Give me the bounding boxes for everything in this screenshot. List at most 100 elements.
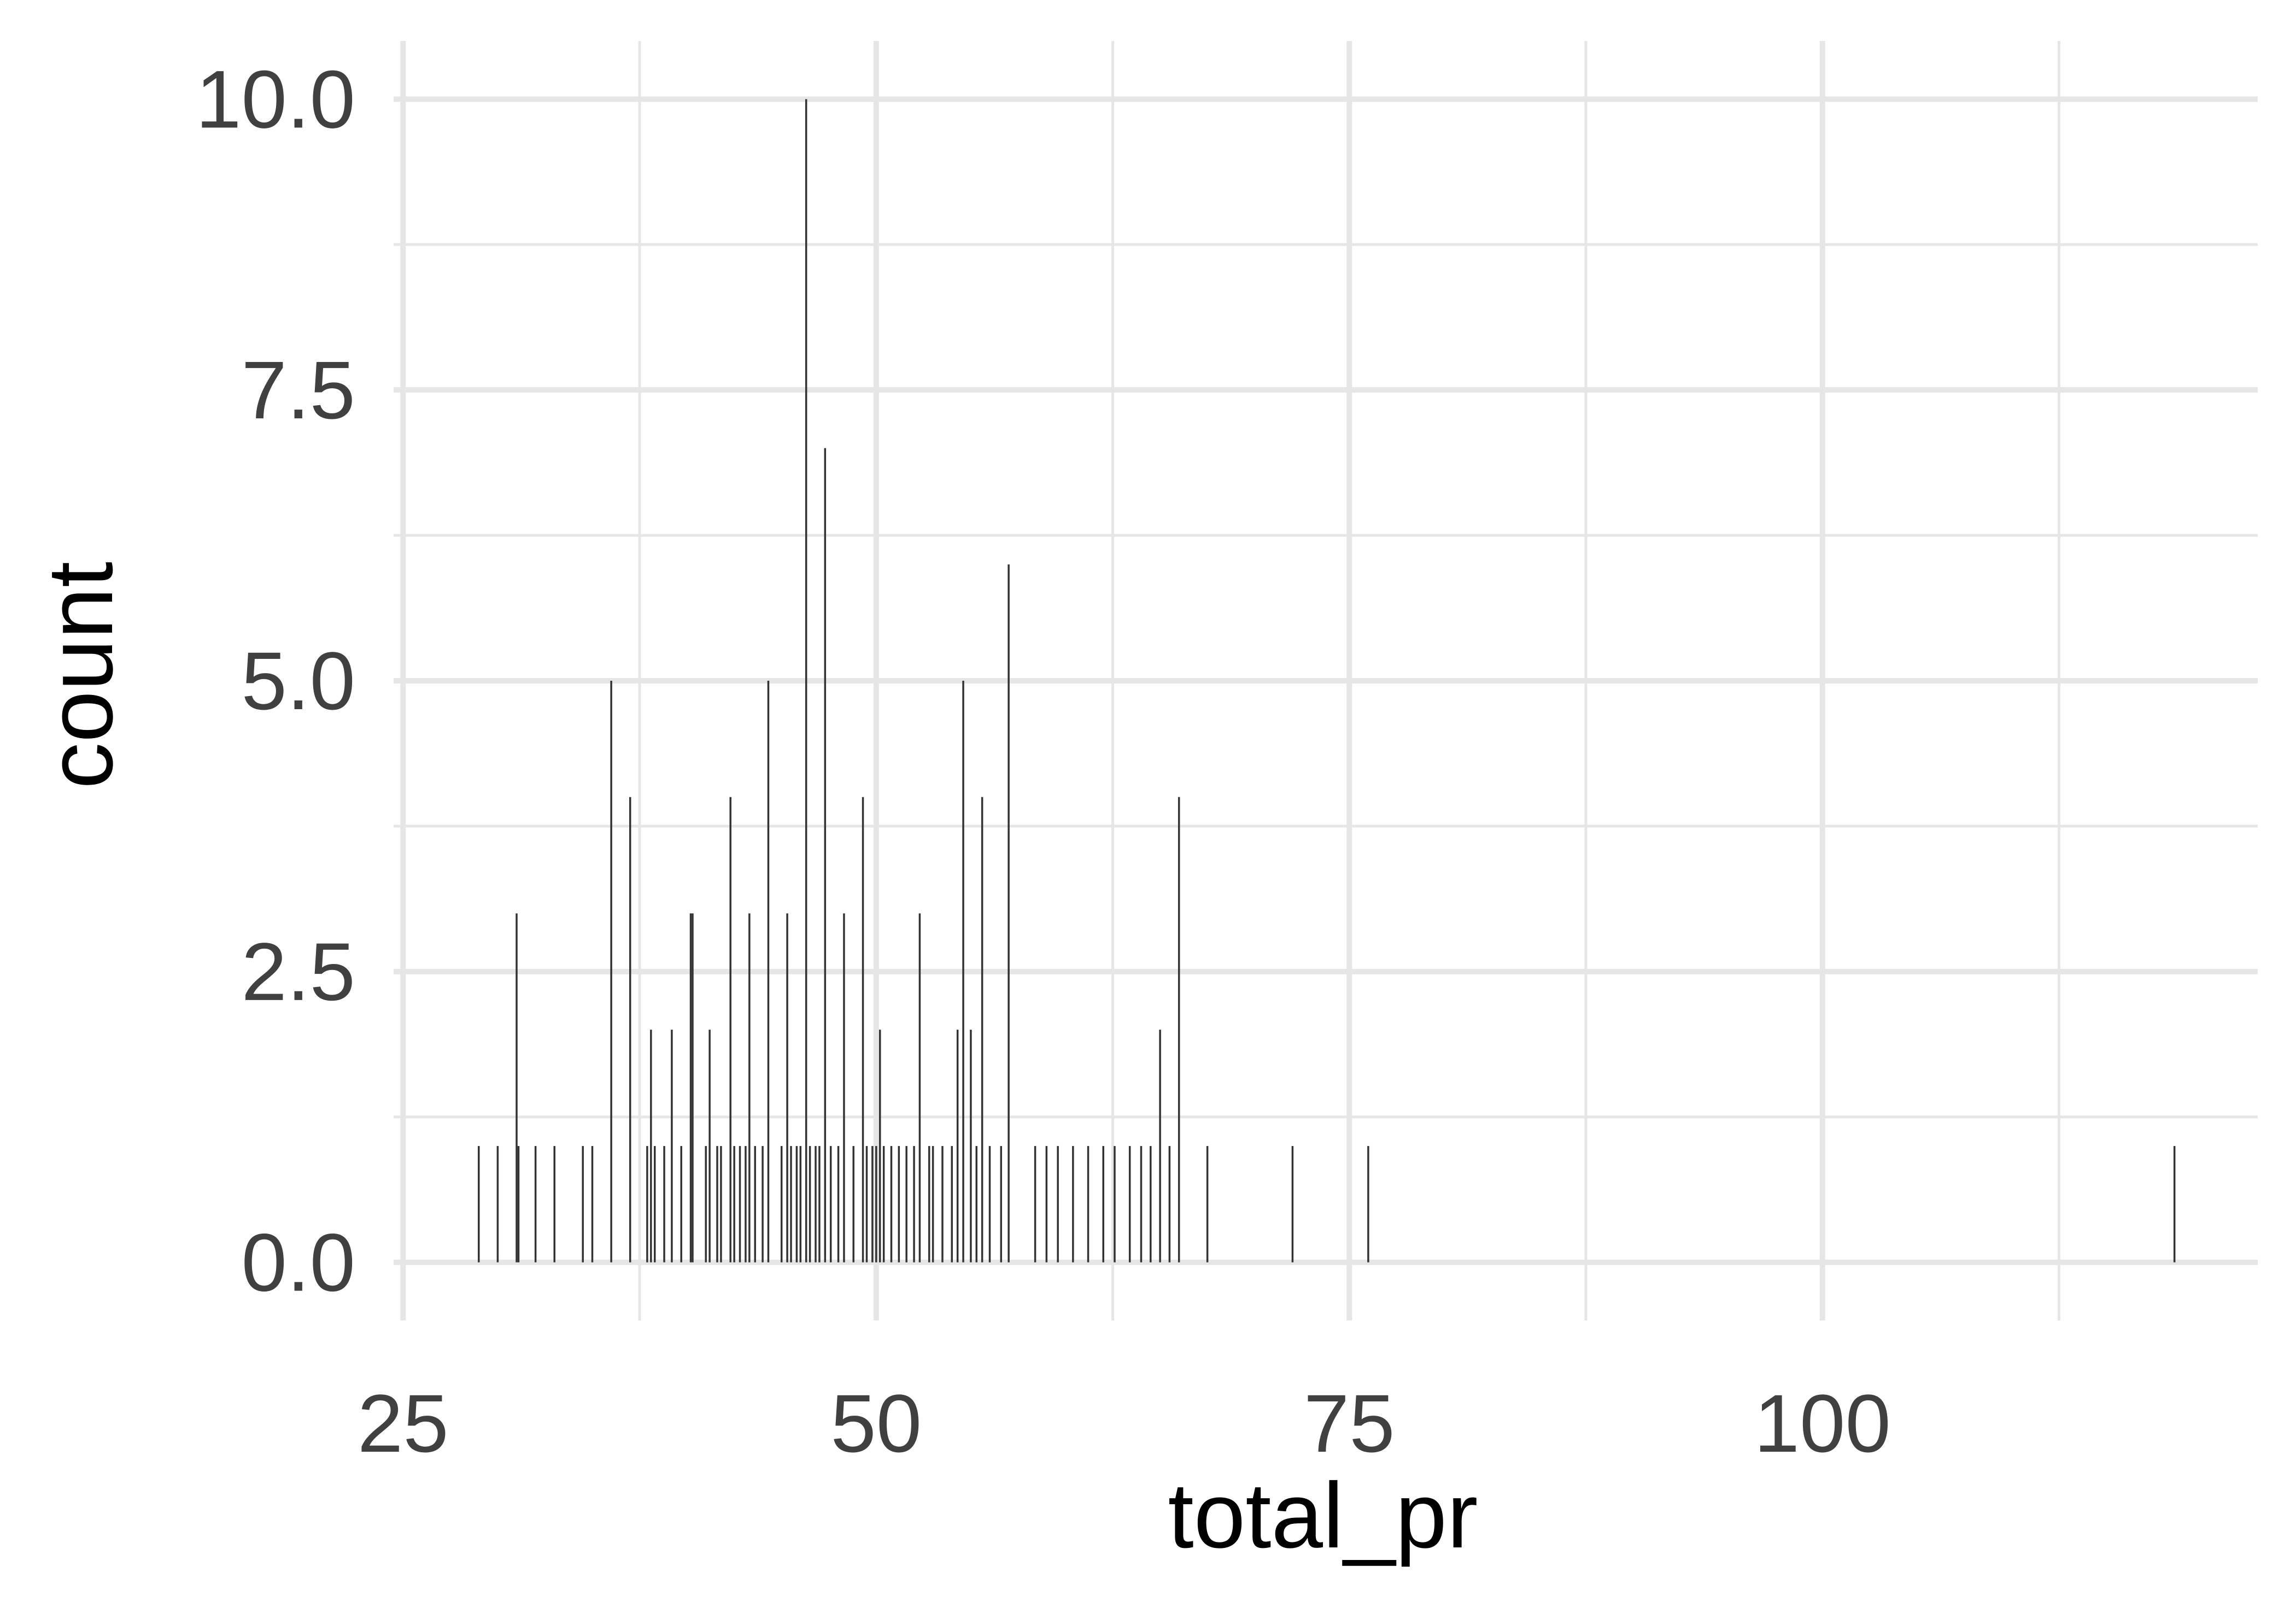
histogram-bar bbox=[898, 1146, 900, 1263]
histogram-bar bbox=[1072, 1146, 1074, 1263]
x-axis-title: total_pr bbox=[1168, 1464, 1478, 1568]
histogram-bar bbox=[496, 1146, 499, 1263]
histogram-bar bbox=[981, 797, 983, 1263]
histogram-bar bbox=[754, 1146, 756, 1263]
y-tick-label: 0.0 bbox=[241, 1217, 355, 1308]
histogram-bar bbox=[748, 913, 751, 1263]
histogram-bar bbox=[716, 1146, 718, 1263]
histogram-bar bbox=[553, 1146, 556, 1263]
histogram-bar bbox=[905, 1146, 907, 1263]
histogram-bar bbox=[629, 797, 631, 1263]
histogram-bar bbox=[534, 1146, 537, 1263]
histogram-bar bbox=[928, 1146, 930, 1263]
y-tick-label: 7.5 bbox=[241, 344, 355, 436]
y-tick-label: 2.5 bbox=[241, 926, 355, 1018]
histogram-bar bbox=[809, 1146, 811, 1263]
histogram-bar bbox=[1057, 1146, 1059, 1263]
histogram-bar bbox=[962, 681, 964, 1263]
histogram-bar bbox=[878, 1030, 881, 1263]
histogram-bar bbox=[610, 681, 612, 1263]
histogram-bar bbox=[1150, 1146, 1152, 1263]
histogram-bar bbox=[1168, 1146, 1171, 1263]
histogram-bar bbox=[956, 1030, 959, 1263]
histogram-bar bbox=[1140, 1146, 1143, 1263]
histogram-bar bbox=[729, 797, 731, 1263]
histogram-bar bbox=[780, 1146, 783, 1263]
histogram-bar bbox=[790, 1146, 792, 1263]
y-tick-label: 5.0 bbox=[241, 635, 355, 727]
histogram-bar bbox=[692, 913, 694, 1263]
histogram-bar bbox=[1291, 1146, 1294, 1263]
histogram-bar bbox=[795, 1146, 798, 1263]
histogram-bar bbox=[805, 99, 807, 1263]
histogram-bar bbox=[852, 1146, 854, 1263]
histogram-bar bbox=[1206, 1146, 1209, 1263]
histogram-bar bbox=[815, 1146, 817, 1263]
histogram-bar bbox=[799, 1146, 802, 1263]
x-tick-label: 25 bbox=[358, 1377, 449, 1469]
histogram-bar bbox=[829, 1146, 832, 1263]
histogram-bar bbox=[890, 1146, 893, 1263]
histogram-bar bbox=[786, 913, 788, 1263]
major-gridlines bbox=[394, 41, 2258, 1320]
histogram-bar bbox=[762, 1146, 764, 1263]
histogram-bar bbox=[862, 797, 864, 1263]
histogram-bar bbox=[1087, 1146, 1090, 1263]
histogram-bar bbox=[646, 1146, 648, 1263]
histogram-bar bbox=[932, 1146, 934, 1263]
histogram-bar bbox=[478, 1146, 480, 1263]
histogram-bar bbox=[1102, 1146, 1104, 1263]
histogram-bar bbox=[1128, 1146, 1131, 1263]
histogram-bar bbox=[650, 1030, 652, 1263]
histogram-bar bbox=[1178, 797, 1180, 1263]
histogram-bar bbox=[689, 913, 692, 1263]
histogram-bar bbox=[871, 1146, 874, 1263]
histogram-bar bbox=[818, 1146, 821, 1263]
y-axis-tick-labels: 0.0 2.5 5.0 7.5 10.0 bbox=[196, 53, 355, 1308]
histogram-bar bbox=[2173, 1146, 2176, 1263]
histogram-bar bbox=[745, 1146, 747, 1263]
histogram-bar bbox=[671, 1030, 673, 1263]
histogram-bar bbox=[882, 1146, 885, 1263]
histogram-bar bbox=[1000, 1146, 1003, 1263]
histogram-bar bbox=[970, 1030, 972, 1263]
histogram-bar bbox=[720, 1146, 722, 1263]
histogram-bar bbox=[680, 1146, 682, 1263]
histogram-bar bbox=[865, 1146, 868, 1263]
y-tick-label: 10.0 bbox=[196, 53, 355, 145]
histogram-bar bbox=[517, 1146, 520, 1263]
x-tick-label: 100 bbox=[1754, 1377, 1891, 1469]
histogram-bar bbox=[1159, 1030, 1161, 1263]
histogram-bar bbox=[705, 1146, 707, 1263]
histogram-bar bbox=[516, 913, 518, 1263]
bars bbox=[478, 99, 2176, 1263]
histogram-bar bbox=[591, 1146, 594, 1263]
minor-gridlines bbox=[394, 41, 2258, 1320]
histogram-bar bbox=[708, 1030, 711, 1263]
x-tick-label: 50 bbox=[830, 1377, 922, 1469]
histogram-bar bbox=[739, 1146, 741, 1263]
histogram-bar bbox=[1008, 564, 1010, 1263]
histogram-bar bbox=[918, 913, 921, 1263]
histogram-bar bbox=[663, 1146, 665, 1263]
y-axis-title: count bbox=[28, 562, 132, 789]
x-tick-label: 75 bbox=[1304, 1377, 1395, 1469]
histogram-bar bbox=[951, 1146, 953, 1263]
histogram-bar bbox=[582, 1146, 584, 1263]
histogram-bar bbox=[837, 1146, 840, 1263]
histogram-bar bbox=[941, 1146, 944, 1263]
histogram-bar bbox=[913, 1146, 915, 1263]
histogram-bar bbox=[767, 681, 770, 1263]
histogram-bar bbox=[843, 913, 845, 1263]
histogram-bar bbox=[733, 1146, 735, 1263]
histogram-bar bbox=[875, 1146, 877, 1263]
histogram-bar bbox=[975, 1146, 978, 1263]
histogram-bar bbox=[824, 448, 827, 1263]
histogram-bar bbox=[1034, 1146, 1036, 1263]
histogram-bar bbox=[1045, 1146, 1048, 1263]
histogram-bar bbox=[1114, 1146, 1116, 1263]
histogram-bar bbox=[988, 1146, 991, 1263]
x-axis-tick-labels: 25 50 75 100 bbox=[358, 1377, 1891, 1469]
